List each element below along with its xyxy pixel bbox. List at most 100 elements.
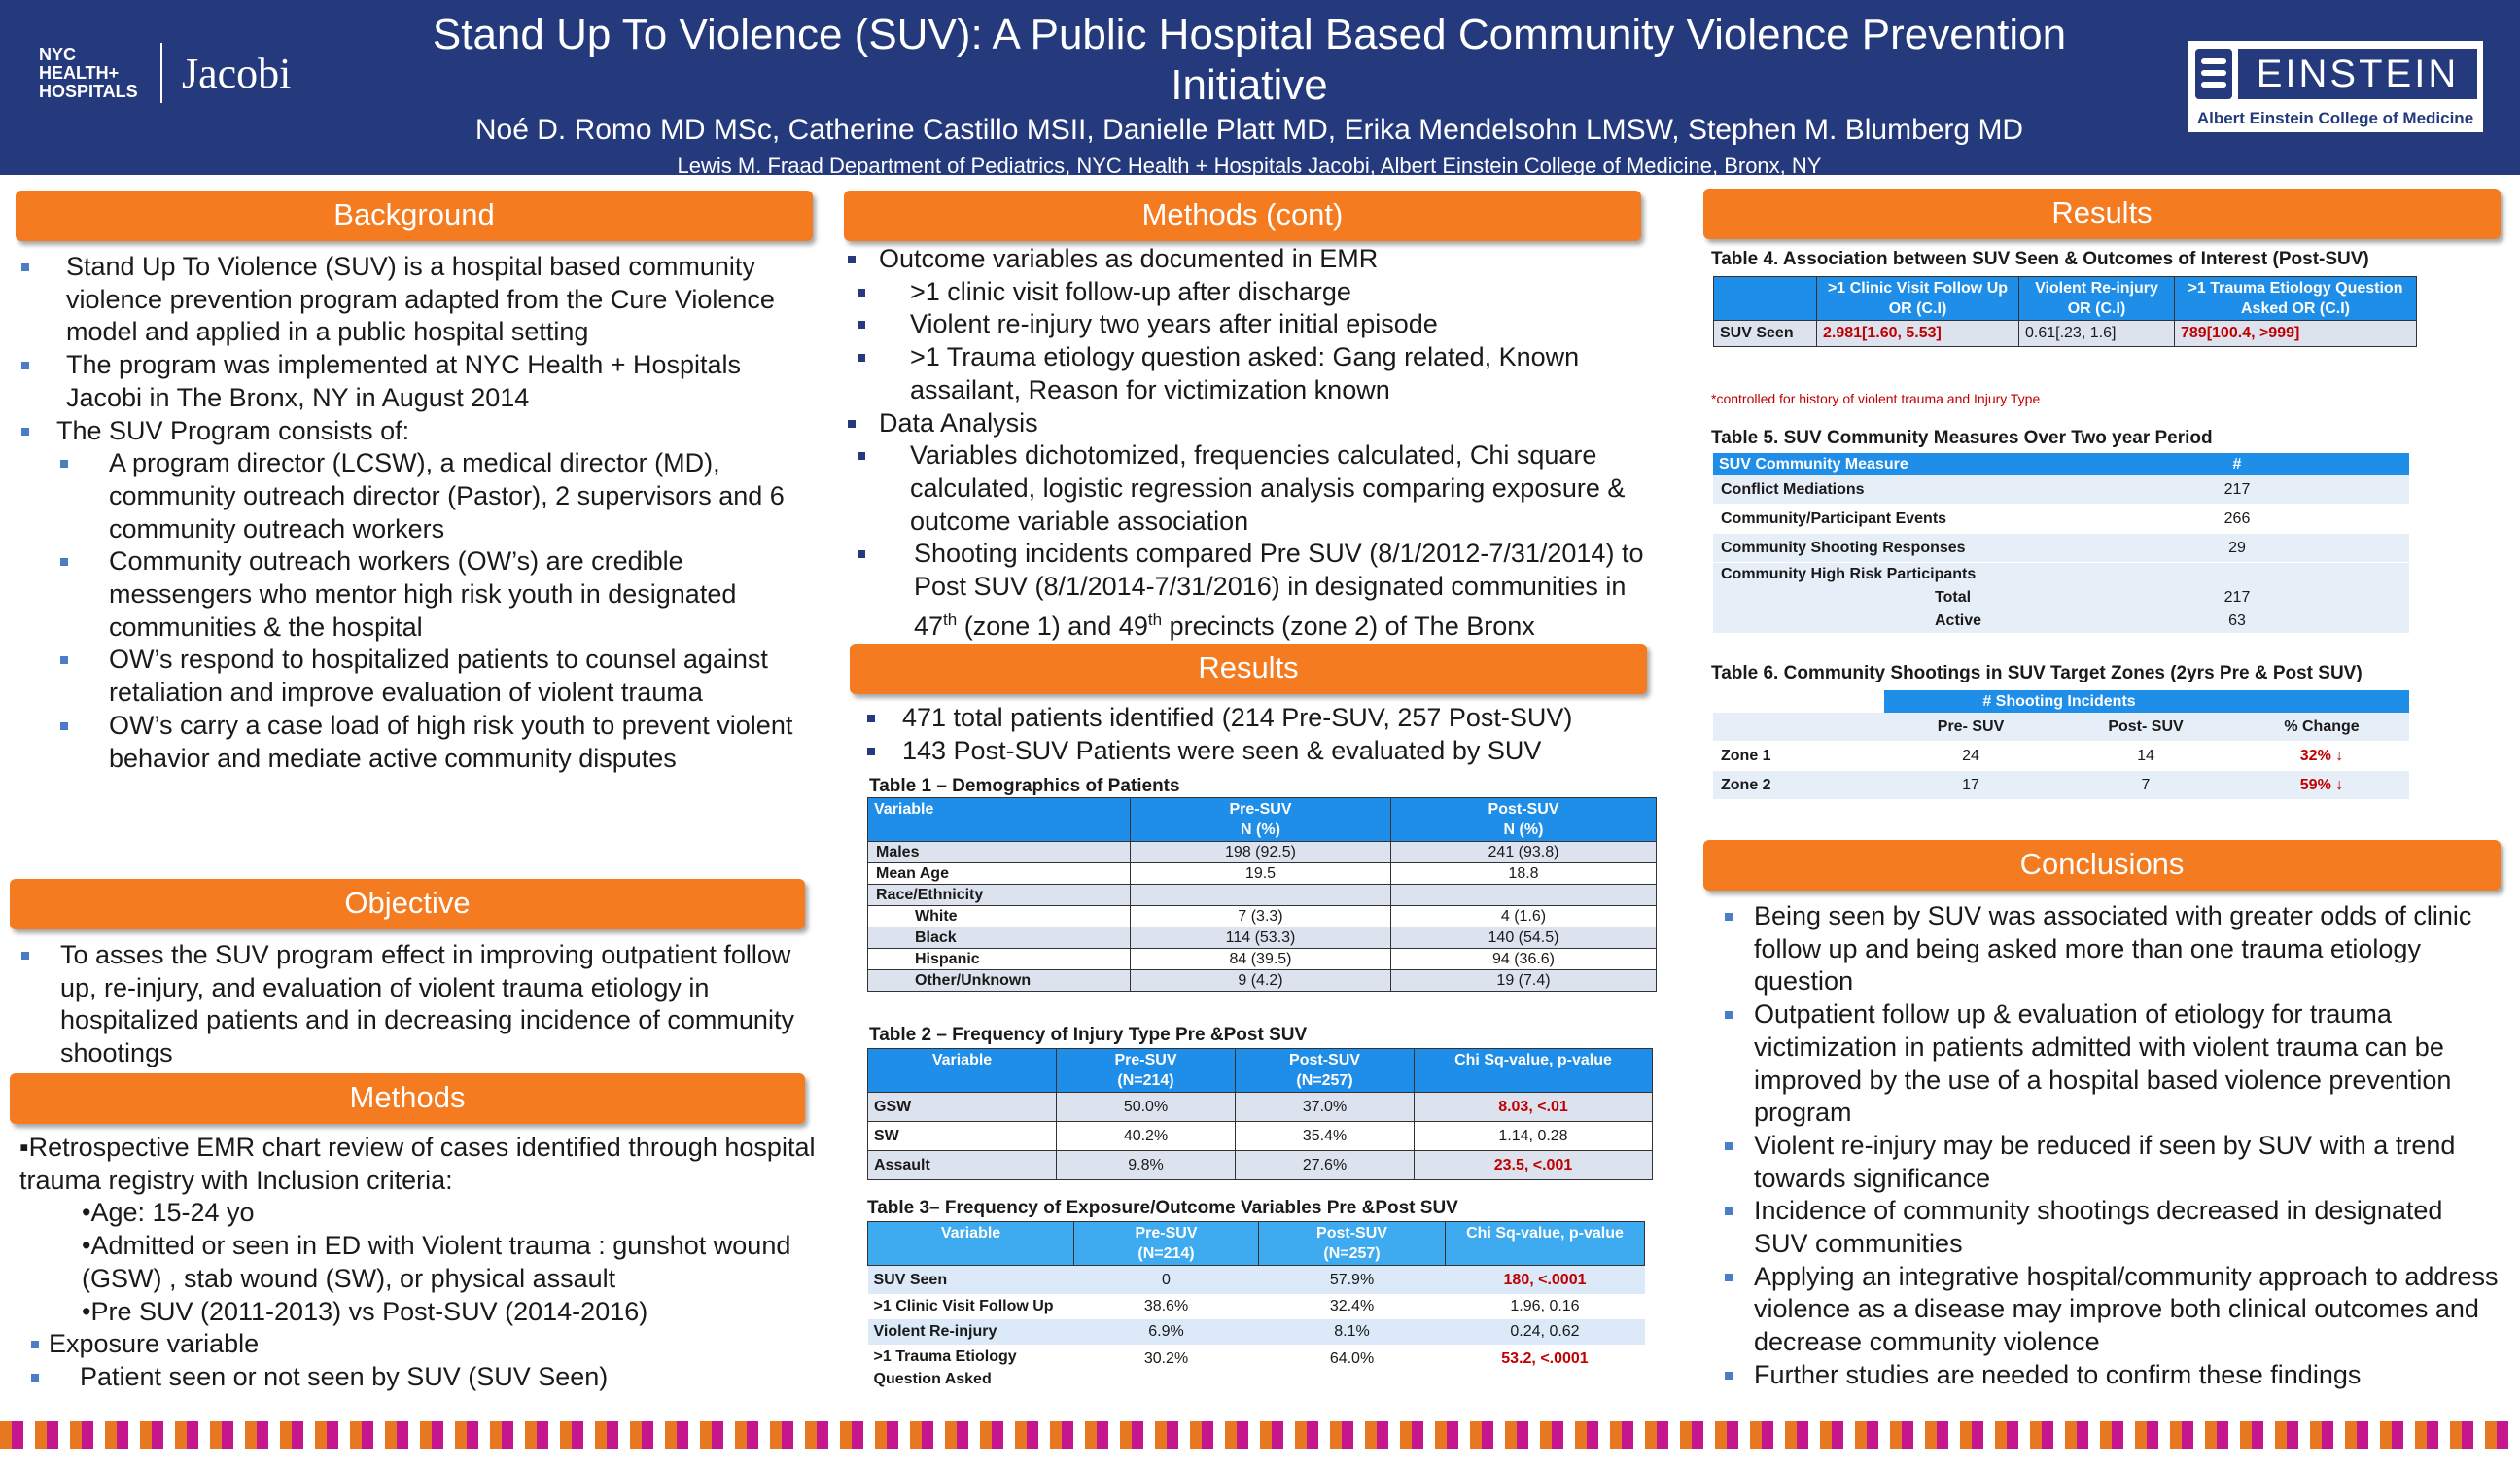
footer-color-block: [945, 1421, 957, 1449]
hr-active-value: 63: [2228, 612, 2246, 629]
table3-caption: Table 3– Frequency of Exposure/Outcome V…: [867, 1198, 1458, 1218]
footer-color-block: [1715, 1421, 1727, 1449]
footer-color-block: [2147, 1421, 2158, 1449]
footer-color-block: [1552, 1421, 1563, 1449]
footer-color-block: [1948, 1421, 1960, 1449]
footer-color-block: [980, 1421, 992, 1449]
footer-color-block: [1598, 1421, 1610, 1449]
footer-color-block: [268, 1421, 280, 1449]
footer-color-block: [1015, 1421, 1027, 1449]
footer-color-block: [2252, 1421, 2263, 1449]
table-row: >1 Clinic Visit Follow Up 38.6% 32.4% 1.96,…: [868, 1294, 1645, 1319]
footer-color-block: [2368, 1421, 2380, 1449]
results-bullet: 143 Post-SUV Patients were seen & evalua…: [856, 735, 1653, 768]
table-cell: 30.2%: [1143, 1350, 1189, 1367]
table6-col-header: % Change: [2234, 713, 2409, 742]
table-cell: 217: [2065, 475, 2409, 505]
hr-active-label: Active: [1935, 612, 1982, 629]
table-cell: White: [867, 905, 1131, 928]
footer-color-block: [1517, 1421, 1528, 1449]
footer-color-block: [175, 1421, 187, 1449]
footer-color-block: [793, 1421, 805, 1449]
footer-color-block: [817, 1421, 828, 1449]
footer-color-block: [2287, 1421, 2298, 1449]
footer-color-block: [677, 1421, 688, 1449]
table-cell: 9.8%: [1056, 1150, 1236, 1180]
footer-color-block: [140, 1421, 152, 1449]
footer-color-block: [1575, 1421, 1587, 1449]
footer-color-block: [152, 1421, 163, 1449]
footer-color-block: [840, 1421, 852, 1449]
logo-line3: HOSPITALS: [39, 81, 138, 101]
table-row: Black 114 (53.3) 140 (54.5): [867, 927, 1657, 949]
table-cell: 64.0%: [1329, 1350, 1375, 1367]
footer-color-block: [1283, 1421, 1295, 1449]
footer-color-block: [968, 1421, 980, 1449]
table-cell: >1 Trauma Etiology Question Asked: [873, 1348, 1017, 1387]
table-cell: 1.14, 0.28: [1414, 1121, 1653, 1151]
poster-header: NYC HEALTH+ HOSPITALS Jacobi Stand Up To…: [0, 0, 2520, 178]
footer-color-block: [490, 1421, 502, 1449]
footer-color-block: [82, 1421, 93, 1449]
einstein-logo: EINSTEIN Albert Einstein College of Medi…: [2186, 39, 2485, 134]
footer-color-block: [1995, 1421, 2007, 1449]
footer-color-block: [397, 1421, 408, 1449]
footer-color-block: [560, 1421, 572, 1449]
table6-col-header: Post- SUV: [2057, 713, 2234, 742]
footer-color-block: [303, 1421, 315, 1449]
footer-color-block: [595, 1421, 607, 1449]
footer-color-block: [2333, 1421, 2345, 1449]
table6-col-header: Pre- SUV: [1884, 713, 2057, 742]
community-shootings-table: # Shooting Incidents Pre- SUV Post- SUV% …: [1713, 690, 2409, 800]
footer-color-block: [1890, 1421, 1902, 1449]
footer-color-block: [1785, 1421, 1797, 1449]
table-cell: 53.2, <.0001: [1501, 1350, 1589, 1367]
methods-cont-heading: Methods (cont): [844, 191, 1641, 241]
footer-color-block: [1085, 1421, 1097, 1449]
footer-color-block: [187, 1421, 198, 1449]
footer-color-block: [373, 1421, 385, 1449]
table-row: SUV Seen 0 57.9% 180, <.0001: [867, 1265, 1645, 1294]
footer-color-block: [2357, 1421, 2368, 1449]
methods-cont-body: Outcome variables as documented in EMR >…: [836, 243, 1662, 643]
footer-color-block: [1062, 1421, 1073, 1449]
table4-footnote: *controlled for history of violent traum…: [1711, 391, 2041, 406]
table4-caption: Table 4. Association between SUV Seen & …: [1711, 249, 2369, 269]
footer-color-block: [1202, 1421, 1213, 1449]
footer-color-block: [467, 1421, 478, 1449]
footer-color-block: [1680, 1421, 1692, 1449]
footer-color-block: [1330, 1421, 1342, 1449]
footer-color-block: [280, 1421, 292, 1449]
footer-color-block: [1260, 1421, 1272, 1449]
conclusion-bullet: Outpatient follow up & evaluation of eti…: [1713, 998, 2501, 1130]
table-cell: 241 (93.8): [1390, 841, 1657, 863]
footer-color-block: [665, 1421, 677, 1449]
conclusion-bullet: Being seen by SUV was associated with gr…: [1713, 900, 2501, 998]
table2-header: Pre-SUV (N=214): [1056, 1048, 1236, 1093]
footer-color-block: [1447, 1421, 1458, 1449]
table3-header: Pre-SUV (N=214): [1073, 1221, 1259, 1266]
table2-header: Variable: [867, 1048, 1057, 1093]
footer-color-block: [1400, 1421, 1412, 1449]
footer-color-block: [2042, 1421, 2053, 1449]
shooting-text-a: Shooting incidents compared Pre SUV (8/1…: [914, 539, 1644, 641]
footer-color-block: [1178, 1421, 1190, 1449]
footer-color-block: [0, 1421, 12, 1449]
poster-affiliation: Lewis M. Fraad Department of Pediatrics,…: [677, 154, 1822, 178]
conclusion-bullet: Violent re-injury may be reduced if seen…: [1713, 1130, 2501, 1195]
footer-color-block: [1050, 1421, 1062, 1449]
footer-color-block: [700, 1421, 712, 1449]
footer-color-block: [1493, 1421, 1505, 1449]
footer-color-block: [2392, 1421, 2403, 1449]
conclusion-bullet: Incidence of community shootings decreas…: [1713, 1195, 2501, 1260]
footer-color-block: [1167, 1421, 1178, 1449]
results-right-heading: Results: [1703, 189, 2501, 239]
table2-header: Post-SUV (N=257): [1235, 1048, 1415, 1093]
footer-color-block: [525, 1421, 537, 1449]
table-cell: 32.4%: [1329, 1298, 1375, 1314]
footer-color-block: [2007, 1421, 2018, 1449]
footer-color-block: [887, 1421, 898, 1449]
table-cell: 84 (39.5): [1130, 948, 1391, 970]
footer-color-block: [2380, 1421, 2392, 1449]
table-cell: 32% ↓: [2234, 741, 2409, 771]
